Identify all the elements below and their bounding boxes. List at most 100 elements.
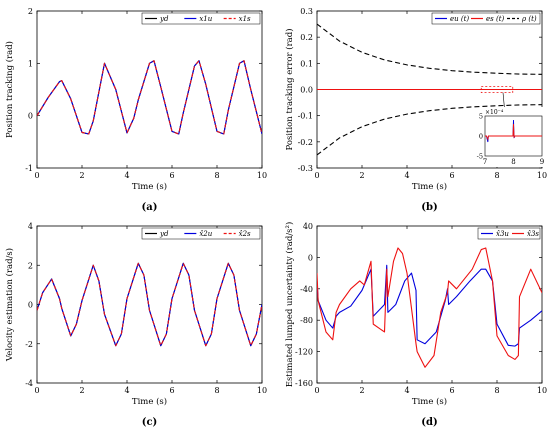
legend-entry: x1s [239,15,251,23]
x-tick-label: 10 [537,386,547,395]
y-tick-label: -0.3 [298,164,313,173]
x-tick-label: 4 [124,171,129,180]
panel-label: (a) [142,202,158,213]
series-line-1 [317,247,542,368]
y-axis-label: Velocity estimation (rad/s) [4,248,15,362]
y-tick-label: 0 [28,301,33,310]
x-tick-label: 10 [257,171,267,180]
x-tick-label: 0 [34,386,39,395]
panel-label: (d) [421,417,437,428]
y-tick-label: 1 [28,59,33,68]
legend: eu (t) es (t) ρ (t) [431,12,541,25]
x-tick-label: 6 [169,171,174,180]
legend: yd x1u x1s [141,12,261,25]
legend-entry: x̂2s [239,229,251,238]
y-tick-label: 0.0 [300,86,313,95]
plot-frame [36,225,263,384]
y-tick-label: -1 [25,164,33,173]
legend-entry: x̂3u [496,229,509,238]
legend-entry: x̂3s [527,229,539,238]
series-line-2 [37,262,262,347]
series-group [37,262,262,347]
legend-entry: yd [159,15,169,23]
series-line-0 [37,262,262,347]
x-tick-label: 0 [314,171,319,180]
y-tick-label: -0.2 [298,138,313,147]
x-axis-label: Time (s) [132,181,167,192]
inset-series-line-1 [485,123,542,141]
legend-box [431,12,541,25]
panel-label: (b) [421,202,437,213]
series-line-1 [37,60,262,135]
x-tick-label: 10 [537,171,547,180]
inset-y-tick-label: 0 [479,133,483,141]
chart-b: 0 2 4 6 8 10 -0.3 -0.2 -0.1 0.0 0.1 0.2 0.3 Time (s) P… [284,7,547,213]
x-axis-label: Time (s) [412,181,447,192]
panel-label: (c) [142,417,158,428]
y-tick-label: 0 [308,253,313,262]
x-tick-label: 0 [314,386,319,395]
x-tick-label: 8 [494,171,499,180]
legend-entry: eu (t) [450,15,469,23]
x-tick-label: 2 [79,386,84,395]
legend-box [477,227,541,240]
plot-frame [316,225,543,384]
y-tick-label: -2 [25,340,33,349]
x-axis-label: Time (s) [412,396,447,407]
y-tick-label: -80 [300,316,313,325]
x-tick-label: 8 [214,386,219,395]
legend-box [141,12,261,25]
series-group [317,247,542,368]
inset-x-tick-label: 9 [540,158,544,166]
series-line-2 [37,60,262,135]
legend-entry: x̂2u [199,229,212,238]
inset-y-tick-label: -5 [477,153,483,161]
zoom-region-box [480,85,514,94]
inset-y-tick-label: 5 [479,113,483,121]
y-tick-label: -120 [295,348,313,357]
legend: x̂3u x̂3s [477,227,541,240]
series-group [317,23,542,156]
legend-entry: x1u [199,15,212,23]
y-tick-label: 2 [28,261,33,270]
series-line-1 [37,262,262,347]
inset-x-tick-label: 8 [511,158,515,166]
series-line-0 [317,264,542,347]
y-tick-label: 0 [28,112,33,121]
y-tick-label: 0.2 [300,33,313,42]
y-tick-label: -40 [300,285,313,294]
x-tick-label: 4 [404,386,409,395]
x-tick-label: 2 [359,386,364,395]
inset-x-tick-label: 7 [483,158,487,166]
x-axis-label: Time (s) [132,396,167,407]
y-tick-label: 40 [303,222,313,231]
y-axis-label: Position tracking (rad) [4,41,15,138]
x-tick-label: 2 [79,171,84,180]
chart-d: 0 2 4 6 8 10 -160 -120 -80 -40 0 40 Time (s) Estimate… [284,222,547,428]
y-tick-label: 2 [28,7,33,16]
y-tick-label: 0.1 [300,59,313,68]
legend-entry: yd [159,230,169,238]
inset-plot: 7 8 9 -5 0 5 ×10⁻⁴ [477,107,544,167]
x-tick-label: 6 [449,171,454,180]
x-tick-label: 10 [257,386,267,395]
plot-frame [36,10,263,169]
x-tick-label: 4 [124,386,129,395]
y-tick-label: -0.1 [298,112,313,121]
legend: yd x̂2u x̂2s [141,227,261,240]
series-line-0 [37,60,262,135]
y-tick-label: 0.3 [300,7,313,16]
y-axis-label: Estimated lumped uncertainty (rad/s²) [284,222,295,388]
legend-entry: ρ (t) [521,15,537,23]
series-group [37,60,262,135]
x-tick-label: 0 [34,171,39,180]
y-tick-label: -160 [295,379,313,388]
inset-scale-label: ×10⁻⁴ [485,109,504,116]
legend-entry: es (t) [486,15,505,23]
x-tick-label: 6 [169,386,174,395]
y-tick-label: -4 [25,379,33,388]
legend-box [141,227,261,240]
